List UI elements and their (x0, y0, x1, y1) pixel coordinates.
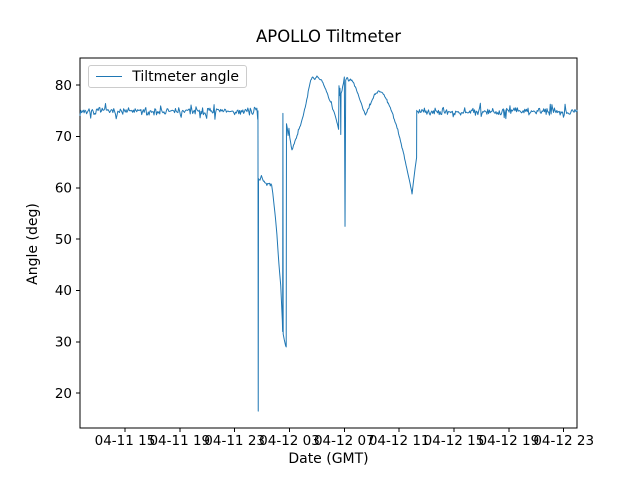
x-tick-label: 04-11 19 (149, 433, 210, 449)
y-axis-label: Angle (deg) (25, 203, 41, 285)
x-tick-label: 04-12 15 (424, 433, 485, 449)
y-tick-label: 30 (55, 334, 72, 350)
x-tick-label: 04-11 23 (204, 433, 265, 449)
legend-label: Tiltmeter angle (132, 68, 239, 85)
x-tick-label: 04-12 07 (314, 433, 375, 449)
x-axis-label: Date (GMT) (288, 451, 369, 467)
axes-frame (79, 57, 578, 429)
y-tick-label: 50 (55, 232, 72, 248)
y-tick-label: 20 (55, 386, 72, 402)
legend: Tiltmeter angle (88, 65, 247, 88)
x-tick-label: 04-12 03 (259, 433, 320, 449)
y-tick-label: 80 (55, 78, 72, 94)
x-tick-label: 04-12 19 (479, 433, 540, 449)
chart-title: APOLLO Tiltmeter (255, 27, 402, 46)
x-tick-label: 04-11 15 (95, 433, 156, 449)
y-tick-label: 70 (55, 129, 72, 145)
x-tick-label: 04-12 23 (533, 433, 594, 449)
y-tick-label: 60 (55, 181, 72, 197)
x-tick-label: 04-12 11 (369, 433, 430, 449)
legend-line-sample (96, 76, 123, 77)
tiltmeter-line (79, 75, 578, 412)
y-tick-label: 40 (55, 283, 72, 299)
